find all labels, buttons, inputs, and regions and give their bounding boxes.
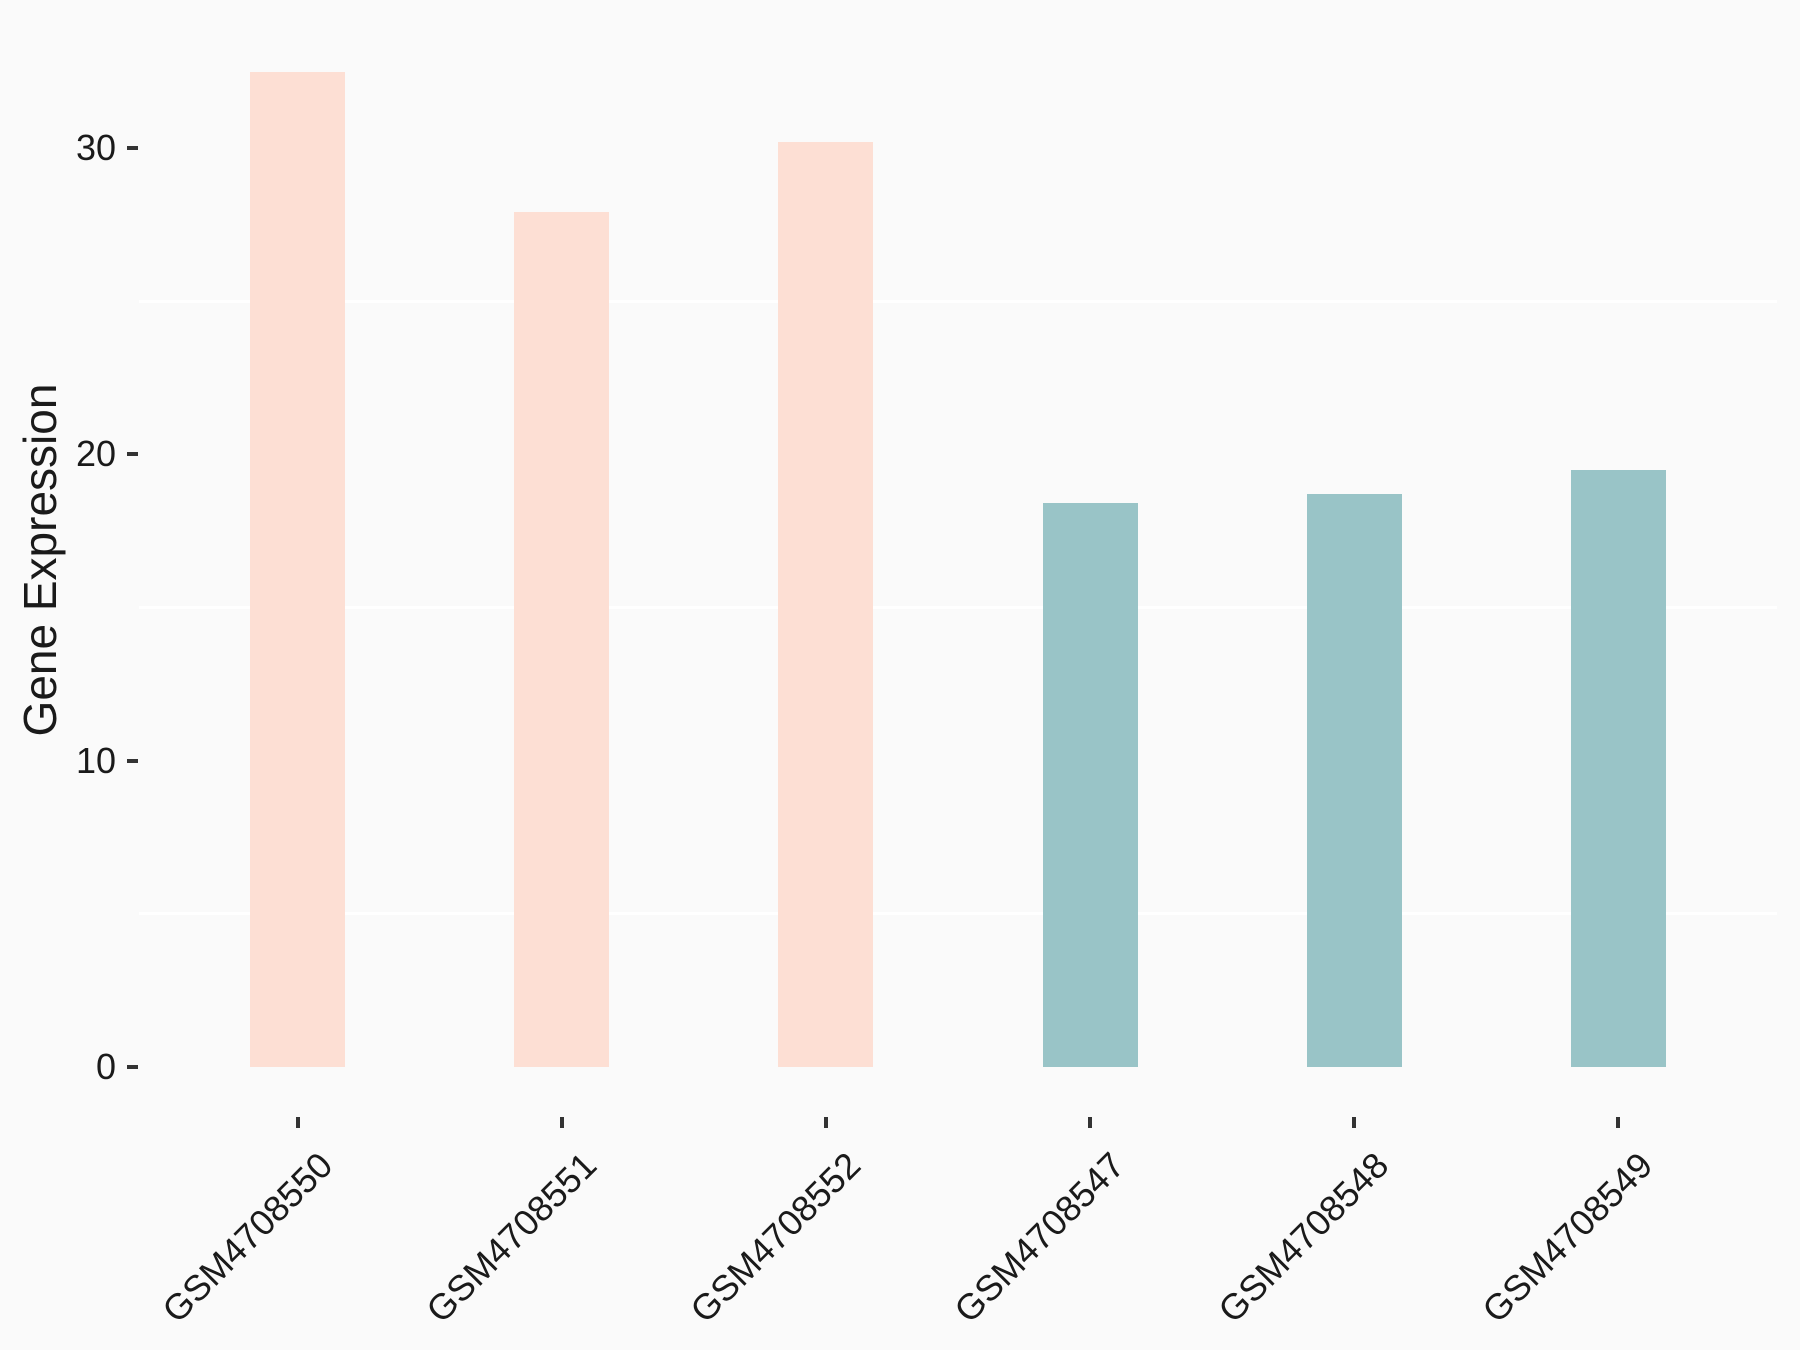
bar-GSM4708552	[778, 141, 874, 1067]
y-tick-mark-0	[127, 1065, 138, 1069]
y-tick-mark-20	[127, 452, 138, 457]
x-tick-mark-GSM4708549	[1616, 1117, 1621, 1128]
y-tick-mark-30	[127, 146, 138, 151]
x-tick-mark-GSM4708548	[1352, 1117, 1357, 1128]
plot-panel	[139, 23, 1777, 1116]
y-tick-label-20: 20	[75, 433, 116, 475]
minor-gridline-25	[139, 299, 1777, 303]
minor-gridline-15	[139, 606, 1777, 610]
bar-GSM4708547	[1042, 503, 1138, 1067]
x-tick-mark-GSM4708551	[559, 1117, 564, 1128]
bar-GSM4708549	[1570, 469, 1666, 1067]
x-tick-mark-GSM4708547	[1088, 1117, 1093, 1128]
x-tick-mark-GSM4708552	[823, 1117, 828, 1128]
bar-GSM4708550	[250, 71, 346, 1067]
y-tick-label-30: 30	[75, 127, 116, 169]
x-axis-label-GSM4708550: GSM4708550	[153, 1144, 340, 1331]
bar-GSM4708551	[514, 212, 610, 1067]
y-tick-label-10: 10	[75, 739, 116, 781]
bar-GSM4708548	[1306, 494, 1402, 1067]
x-axis-label-GSM4708547: GSM4708547	[946, 1144, 1133, 1331]
x-axis-label-GSM4708548: GSM4708548	[1210, 1144, 1397, 1331]
minor-gridline-5	[139, 912, 1777, 916]
y-tick-mark-10	[127, 758, 138, 763]
x-axis-label-GSM4708551: GSM4708551	[417, 1144, 604, 1331]
x-axis-label-GSM4708552: GSM4708552	[682, 1144, 869, 1331]
x-tick-mark-GSM4708550	[295, 1117, 300, 1128]
x-axis-label-GSM4708549: GSM4708549	[1474, 1144, 1661, 1331]
y-tick-label-0: 0	[95, 1046, 116, 1087]
